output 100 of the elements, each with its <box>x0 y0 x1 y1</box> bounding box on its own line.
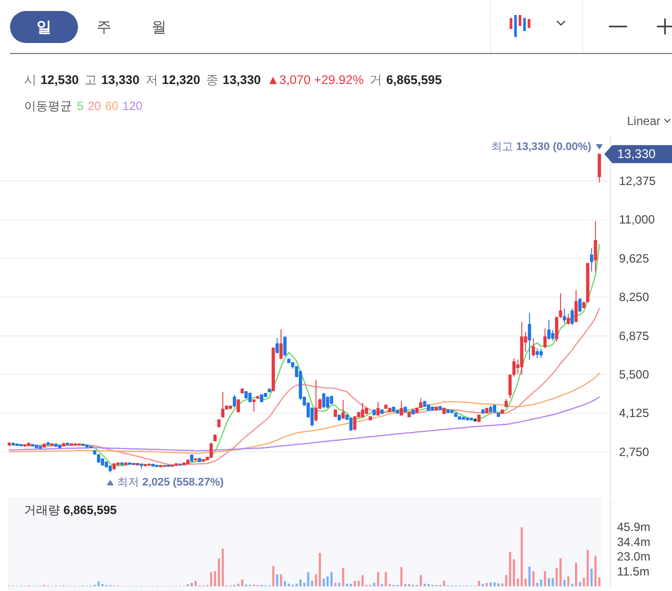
candlestick <box>400 400 403 416</box>
candlestick <box>236 398 240 413</box>
candlestick <box>58 444 62 449</box>
candlestick <box>15 443 19 446</box>
bar <box>326 576 329 586</box>
candlestick <box>434 406 438 412</box>
bar <box>497 583 500 586</box>
candlestick <box>54 443 58 448</box>
bar <box>532 571 534 586</box>
bar <box>307 572 310 586</box>
line-series <box>12 308 600 466</box>
bar <box>594 556 597 586</box>
bar <box>559 558 562 586</box>
text: 시 12,530 <box>24 73 79 87</box>
y-tick-label: 11.5m <box>617 564 650 578</box>
candlestick <box>489 405 492 412</box>
candlestick <box>256 394 260 400</box>
candlestick <box>314 379 318 422</box>
candlestick <box>159 464 162 468</box>
y-tick-label: 2,750 <box>619 444 650 459</box>
candlestick <box>268 388 272 393</box>
bar <box>400 567 402 586</box>
bar <box>373 582 376 586</box>
text: 거 6,865,595 <box>370 73 442 87</box>
candlestick <box>520 321 524 376</box>
y-tick-label: 5,500 <box>619 368 650 382</box>
candlestick <box>108 465 112 473</box>
candlestick <box>279 328 283 360</box>
bar <box>288 584 290 586</box>
candlestick <box>594 220 598 272</box>
y-tick-label: 6,875 <box>619 328 650 343</box>
candlestick <box>372 408 376 416</box>
candlestick <box>474 418 477 422</box>
y-tick-label: 12,375 <box>619 174 656 188</box>
candlestick <box>194 458 198 462</box>
bar <box>443 580 446 586</box>
candlestick <box>93 450 96 456</box>
bar <box>575 562 578 586</box>
candlestick <box>124 462 128 466</box>
candlestick <box>62 442 66 447</box>
candlestick <box>500 409 504 414</box>
candlestick <box>532 338 535 357</box>
bar <box>520 527 523 586</box>
candlestick <box>12 442 15 446</box>
bar <box>556 568 558 586</box>
bar <box>194 580 197 586</box>
candlestick <box>221 392 224 418</box>
bar <box>571 584 574 586</box>
bar <box>190 582 193 586</box>
candlestick <box>128 462 132 466</box>
bar <box>420 575 422 586</box>
candlestick <box>89 446 92 449</box>
candlestick <box>23 444 26 448</box>
candlestick <box>155 464 158 468</box>
candlestick <box>536 348 539 359</box>
bar <box>280 574 282 586</box>
candlestick <box>210 442 213 458</box>
candlestick <box>38 446 42 450</box>
bar <box>98 582 100 586</box>
candlestick <box>450 410 454 414</box>
bar <box>276 574 278 586</box>
bar <box>361 575 364 586</box>
candlestick <box>85 444 89 448</box>
y-tick-label: 23.0m <box>617 550 650 564</box>
text: 월 <box>152 18 166 36</box>
candlestick <box>590 248 594 272</box>
candlestick <box>30 444 34 448</box>
bar <box>342 568 344 586</box>
candlestick <box>540 348 543 359</box>
text: Linear <box>627 114 660 128</box>
candlestick <box>202 458 206 462</box>
candlestick <box>598 154 601 184</box>
candlestick <box>276 338 279 354</box>
candlestick <box>338 414 341 422</box>
bar <box>214 571 216 586</box>
bar <box>318 552 321 586</box>
bar <box>482 584 484 586</box>
candlestick <box>574 290 578 323</box>
candlestick <box>240 388 244 394</box>
bar <box>334 582 336 586</box>
candlestick <box>74 443 77 446</box>
bar <box>346 584 348 586</box>
bar <box>590 568 593 586</box>
candlestick <box>144 464 147 467</box>
candlestick <box>566 313 570 326</box>
bar <box>598 577 600 586</box>
candlestick <box>272 346 275 392</box>
bar <box>222 548 224 586</box>
candlestick <box>384 404 388 410</box>
bar <box>552 578 554 586</box>
bar <box>563 580 566 586</box>
bar <box>567 576 570 586</box>
candlestick <box>147 462 151 466</box>
candlestick <box>19 444 23 447</box>
text: 저 12,320 <box>145 73 200 87</box>
line-series <box>8 396 600 452</box>
candlestick <box>454 412 458 418</box>
candlestick <box>322 392 326 409</box>
candlestick <box>368 416 372 421</box>
y-tick-label: 8,250 <box>619 290 650 304</box>
